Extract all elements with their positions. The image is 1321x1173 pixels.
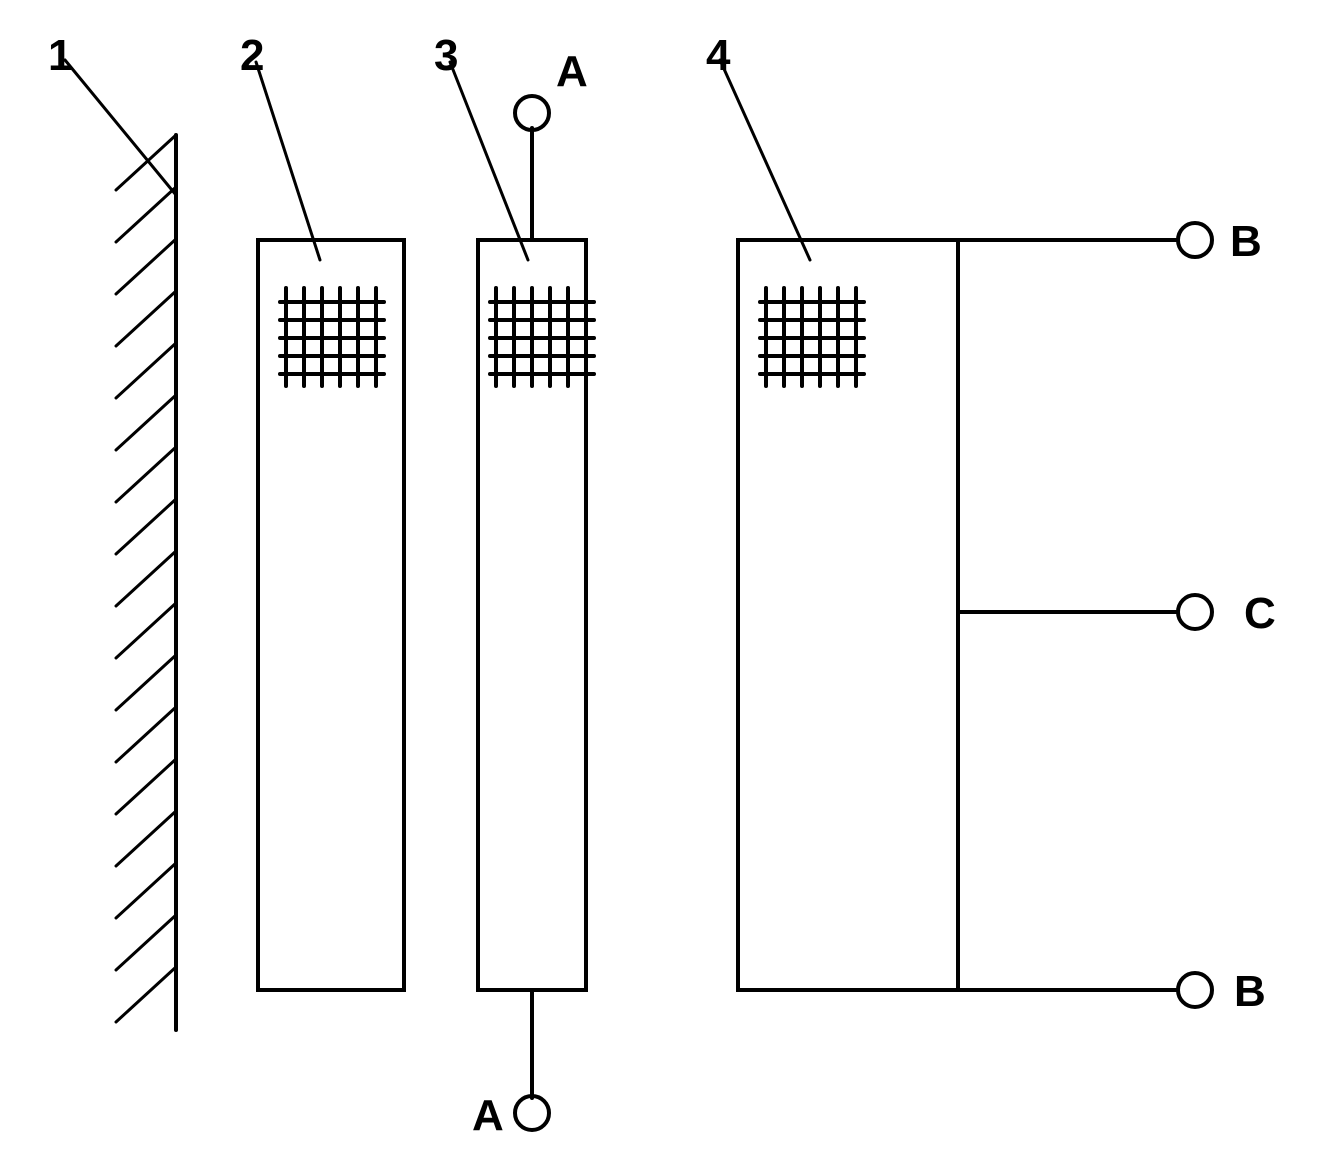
wall-hatch <box>116 967 176 1022</box>
leader-4 <box>720 60 810 260</box>
label-1: 1 <box>48 31 72 80</box>
rect-4 <box>738 240 958 990</box>
wall-hatch <box>116 915 176 970</box>
wall-hatch <box>116 395 176 450</box>
leader-3 <box>450 62 528 260</box>
wall-hatch <box>116 863 176 918</box>
terminal-a-bottom-circle <box>515 1096 549 1130</box>
rect-2 <box>258 240 404 990</box>
terminal-b-bottom-circle <box>1178 973 1212 1007</box>
wall-hatch <box>116 291 176 346</box>
leader-1 <box>65 60 176 195</box>
wall-hatch <box>116 447 176 502</box>
label-b-top: B <box>1230 217 1262 266</box>
wall-hatch <box>116 499 176 554</box>
grid-hatch-4 <box>760 288 864 386</box>
wall-hatch <box>116 603 176 658</box>
wall-hatch <box>116 707 176 762</box>
terminal-a-top-circle <box>515 96 549 130</box>
wall-hatch <box>116 239 176 294</box>
wall-hatch <box>116 187 176 242</box>
leader-2 <box>256 62 320 260</box>
wall-hatch <box>116 551 176 606</box>
label-a-top: A <box>556 47 588 96</box>
grid-hatch-2 <box>280 288 384 386</box>
label-a-bottom: A <box>472 1091 504 1140</box>
terminal-b-top-circle <box>1178 223 1212 257</box>
wall-hatch <box>116 759 176 814</box>
label-4: 4 <box>706 31 731 80</box>
label-3: 3 <box>434 31 458 80</box>
wall-hatch <box>116 655 176 710</box>
label-2: 2 <box>240 31 264 80</box>
wall-hatch <box>116 811 176 866</box>
label-b-bottom: B <box>1234 967 1266 1016</box>
label-c: C <box>1244 589 1276 638</box>
grid-hatch-3 <box>490 288 594 386</box>
schematic-diagram: 1 2 3 4 A A B C B <box>0 0 1321 1173</box>
terminal-c-circle <box>1178 595 1212 629</box>
wall-hatch <box>116 343 176 398</box>
